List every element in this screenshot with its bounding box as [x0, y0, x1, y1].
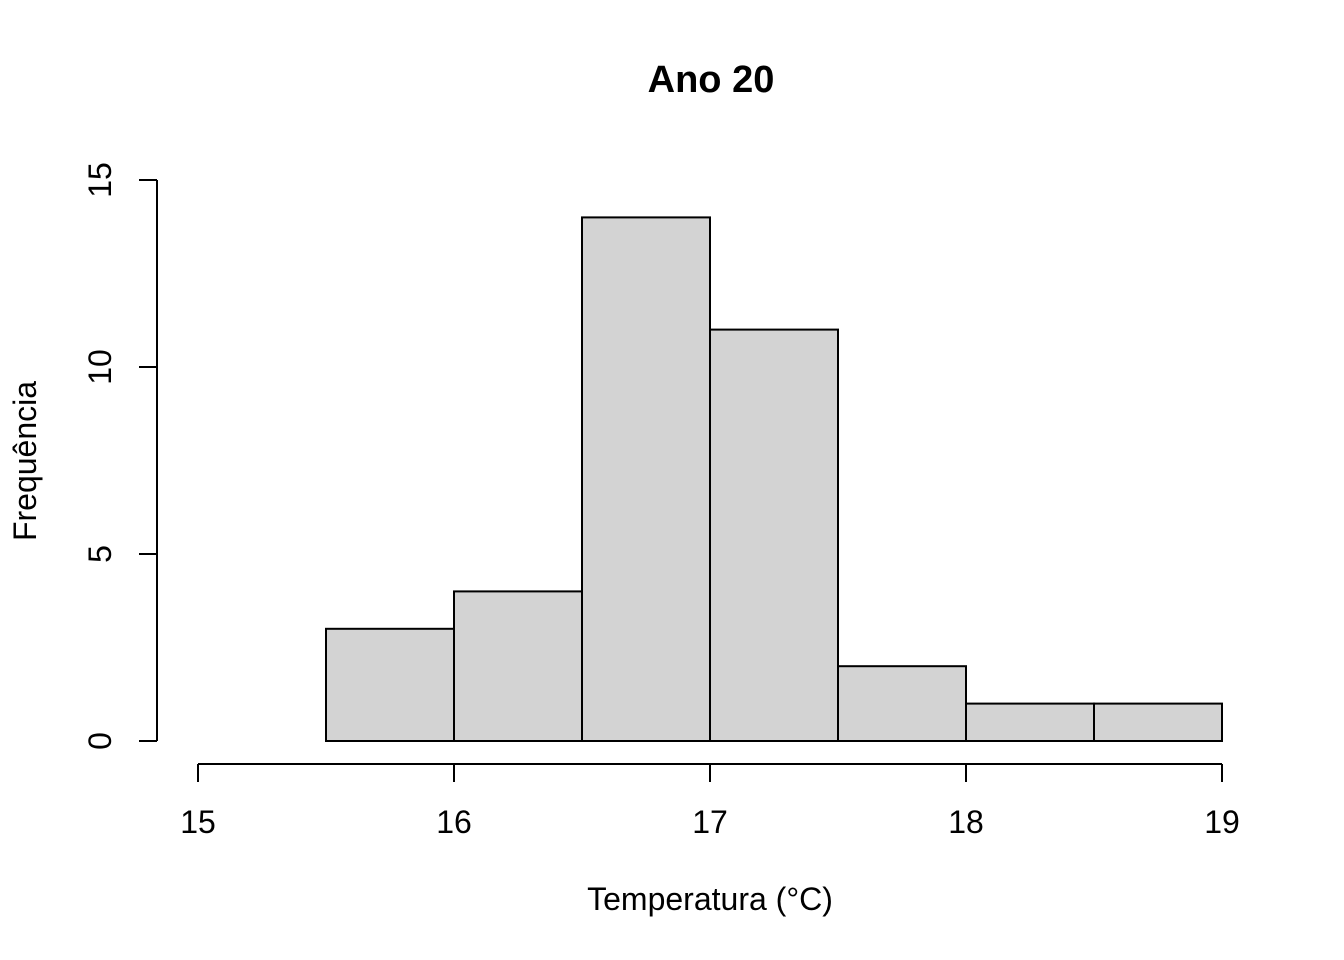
x-tick-label: 16: [436, 804, 472, 840]
histogram-bar: [965, 702, 1095, 742]
x-axis-label: Temperatura (°C): [587, 881, 833, 917]
histogram-bar: [1093, 702, 1223, 742]
y-tick-label: 5: [82, 545, 118, 563]
y-tick-label: 0: [82, 732, 118, 750]
y-tick-label: 10: [82, 349, 118, 385]
histogram-bar: [837, 665, 967, 743]
x-tick-label: 19: [1204, 804, 1240, 840]
y-tick-label: 15: [82, 162, 118, 198]
x-tick-label: 18: [948, 804, 984, 840]
histogram-bar: [581, 216, 711, 742]
histogram-bar: [709, 328, 839, 742]
chart-title: Ano 20: [648, 59, 775, 101]
histogram-bar: [453, 590, 583, 743]
y-axis-label: Frequência: [7, 381, 43, 541]
y-axis: 0 5 10 15: [82, 162, 158, 750]
x-tick-label: 15: [180, 804, 216, 840]
x-tick-label: 17: [692, 804, 728, 840]
histogram-bar: [325, 627, 455, 742]
x-axis: 15 16 17 18 19: [180, 763, 1240, 840]
histogram-bars: [325, 216, 1223, 743]
